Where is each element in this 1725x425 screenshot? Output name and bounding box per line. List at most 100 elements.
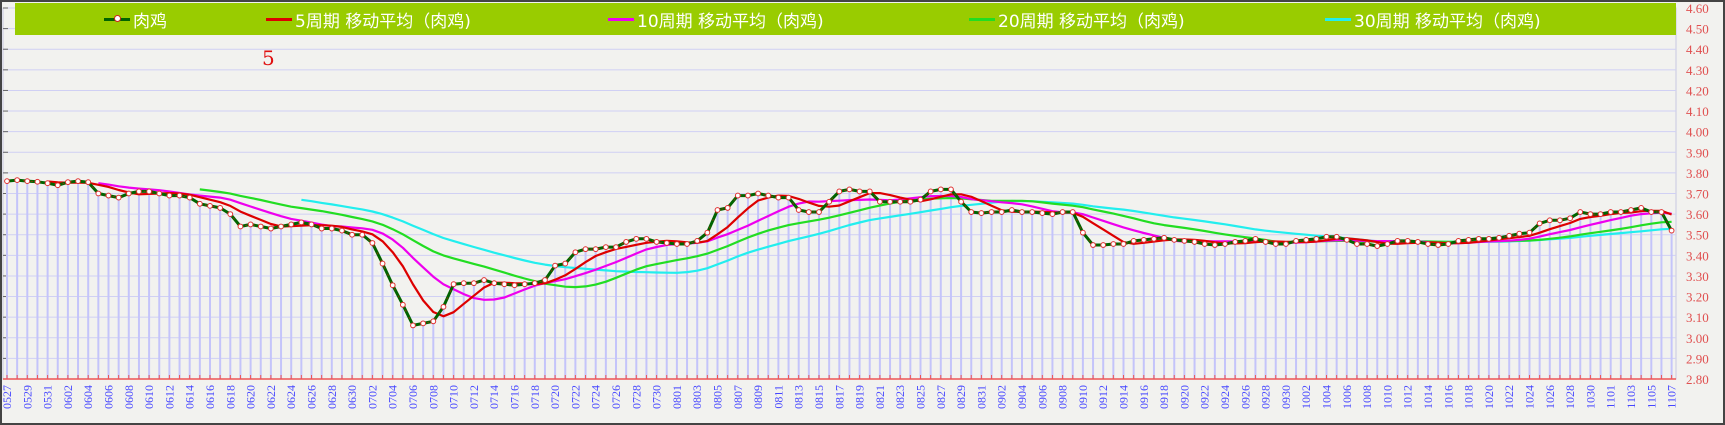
x-tick-label: 1004 <box>1320 385 1334 409</box>
data-point <box>1120 241 1127 247</box>
data-point <box>623 239 630 245</box>
x-tick-label: 0606 <box>102 385 116 409</box>
data-point <box>1343 236 1350 243</box>
data-point <box>1283 241 1289 247</box>
data-point <box>1404 238 1411 244</box>
data-point <box>1617 209 1624 215</box>
data-point <box>805 209 812 215</box>
data-point <box>1252 235 1259 242</box>
legend-line-icon <box>266 17 292 21</box>
data-point <box>1211 242 1218 248</box>
data-point <box>846 186 853 193</box>
data-point <box>511 282 518 289</box>
data-point <box>907 198 914 205</box>
data-point <box>1019 209 1025 215</box>
data-point <box>1039 210 1046 216</box>
data-point <box>826 198 833 205</box>
data-point <box>1161 234 1167 241</box>
x-tick-label: 0801 <box>670 385 684 409</box>
legend: 肉鸡 5周期 移动平均（肉鸡) 10周期 移动平均（肉鸡) 20周期 移动平均（… <box>15 3 1676 35</box>
x-tick-label: 0930 <box>1279 385 1293 409</box>
data-point <box>166 192 173 199</box>
y-tick-label: 4.10 <box>1686 104 1709 119</box>
data-point <box>481 277 487 283</box>
data-point <box>1414 239 1421 245</box>
y-tick-label: 2.90 <box>1686 351 1709 366</box>
x-tick-label: 0720 <box>548 385 562 409</box>
data-point <box>217 205 224 211</box>
data-point <box>501 281 508 288</box>
x-tick-label: 0708 <box>426 385 440 409</box>
y-tick-label: 3.10 <box>1686 310 1709 325</box>
x-tick-label: 0730 <box>650 385 664 409</box>
data-point <box>1577 209 1584 215</box>
data-point <box>1272 241 1279 247</box>
y-tick-label: 4.60 <box>1686 1 1709 16</box>
data-point <box>521 281 528 288</box>
data-point <box>176 192 183 199</box>
x-tick-label: 0922 <box>1198 385 1212 409</box>
x-tick-label: 1107 <box>1665 385 1679 409</box>
x-tick-label: 0728 <box>629 385 643 409</box>
data-point <box>1008 207 1015 213</box>
data-point <box>471 280 477 287</box>
x-tick-label: 0626 <box>305 385 319 409</box>
x-tick-label: 1014 <box>1421 385 1435 409</box>
data-point <box>613 244 619 250</box>
x-tick-label: 0628 <box>325 385 339 409</box>
legend-label: 5周期 移动平均（肉鸡) <box>295 11 471 32</box>
x-tick-label: 0805 <box>711 385 725 409</box>
x-tick-label: 1008 <box>1360 385 1374 409</box>
data-point <box>156 190 163 197</box>
data-point <box>572 249 579 256</box>
data-point <box>257 223 264 230</box>
legend-line-marker-icon <box>104 14 130 22</box>
y-tick-label: 4.30 <box>1686 63 1709 78</box>
data-point <box>1384 241 1391 247</box>
x-tick-label: 0803 <box>690 385 704 409</box>
data-point <box>1364 241 1370 247</box>
x-tick-label: 0914 <box>1117 385 1131 409</box>
data-point <box>877 198 883 205</box>
data-point <box>85 179 92 186</box>
data-point <box>44 180 51 187</box>
data-point <box>1354 241 1360 247</box>
ma-20-line <box>199 188 1672 289</box>
data-point <box>1607 209 1614 215</box>
data-point <box>1323 233 1330 240</box>
data-point <box>1435 242 1442 248</box>
data-point <box>1587 211 1594 218</box>
x-tick-label: 0827 <box>934 385 948 409</box>
data-point <box>765 192 772 199</box>
x-tick-label: 0912 <box>1096 385 1110 409</box>
x-tick-label: 0906 <box>1035 385 1049 409</box>
data-point <box>948 186 954 193</box>
data-point <box>745 192 751 199</box>
data-point <box>775 194 782 201</box>
legend-line-icon <box>1325 17 1351 21</box>
data-point <box>1374 243 1381 249</box>
data-point <box>440 303 447 310</box>
x-tick-label: 0920 <box>1177 385 1191 409</box>
data-point <box>958 198 964 205</box>
annotation-number: 5 <box>262 46 275 70</box>
data-point <box>1546 217 1553 224</box>
data-point <box>328 225 335 232</box>
data-point <box>207 202 213 209</box>
data-point <box>1069 209 1076 215</box>
data-point <box>988 209 995 215</box>
data-point <box>836 188 843 195</box>
data-point <box>1059 209 1066 215</box>
x-tick-label: 0811 <box>771 385 785 409</box>
data-point <box>1100 242 1107 248</box>
x-tick-label: 0704 <box>386 385 400 409</box>
data-point <box>1232 239 1239 245</box>
data-point <box>4 178 10 185</box>
data-point <box>1140 236 1147 243</box>
data-point <box>75 178 81 185</box>
x-tick-label: 0529 <box>20 385 34 409</box>
legend-item-ma20: 20周期 移动平均（肉鸡) <box>969 3 1185 35</box>
data-point <box>278 223 284 230</box>
y-tick-label: 2.80 <box>1686 372 1709 387</box>
